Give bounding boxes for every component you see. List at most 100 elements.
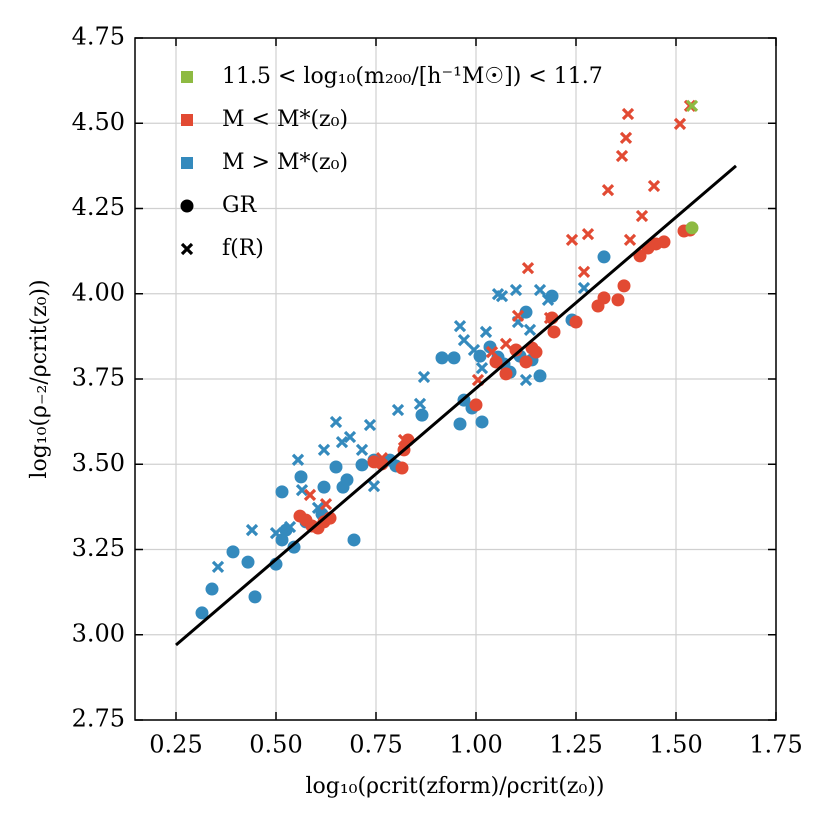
legend: 11.5 < log₁₀(m₂₀₀/[h⁻¹M☉]) < 11.7 M < M*(… [180,64,603,261]
point [523,323,537,337]
point [295,484,309,497]
legend-marker [180,199,194,213]
point [619,131,633,145]
x-tick-label: 1.25 [549,731,602,759]
legend-marker [180,242,194,256]
point [617,279,631,293]
point [275,485,289,499]
point [245,523,259,537]
point [489,355,503,369]
point [509,283,523,297]
point [329,460,343,474]
point [269,527,283,540]
point [615,149,629,163]
point [363,418,377,432]
legend-label: M < M*(z₀) [222,107,348,132]
y-tick-label: 3.50 [72,449,125,477]
point [226,545,240,559]
point [485,345,499,359]
point [519,305,533,319]
point [547,325,561,339]
fit-line [175,164,737,647]
point [635,209,649,223]
point [453,320,467,333]
point [329,415,343,429]
point [533,283,547,297]
point [211,560,225,574]
point [499,367,513,381]
point [391,403,405,417]
point [317,480,331,494]
point [623,233,637,247]
point [519,373,533,387]
point [311,501,325,515]
point [287,540,301,554]
point [415,408,429,422]
point [511,309,525,323]
point [205,582,219,596]
point [417,370,431,384]
point [291,453,305,466]
point [597,291,611,305]
x-tick-label: 1.75 [749,731,802,759]
point [319,498,333,511]
point [475,415,489,429]
point [355,458,369,472]
point [565,233,579,247]
point [303,488,317,502]
point [519,355,533,369]
x-tick-label: 0.25 [149,731,202,759]
point [248,590,262,604]
y-tick-label: 4.50 [72,108,125,136]
point [397,433,411,447]
point [621,107,635,121]
point [685,221,699,235]
legend-label: M > M*(z₀) [222,150,348,175]
point [195,606,209,620]
x-tick-label: 1.50 [649,731,702,759]
y-tick-label: 4.25 [72,193,125,221]
x-tick-label: 1.00 [449,731,502,759]
point [467,343,481,357]
point [581,227,595,241]
y-axis-label: log₁₀(ρ₋₂/ρcrit(z₀)) [27,279,52,478]
x-axis-label: log₁₀(ρcrit(zform)/ρcrit(z₀)) [306,774,605,799]
point [479,325,493,339]
y-tick-label: 2.75 [72,705,125,733]
x-tick-label: 0.50 [249,731,302,759]
legend-marker [181,71,193,83]
point [343,430,357,444]
y-tick-label: 4.75 [72,23,125,51]
point [347,533,361,547]
y-tick-label: 3.00 [72,619,125,647]
point [413,397,427,411]
point [375,451,389,465]
point [457,333,471,347]
point [241,555,255,569]
point [597,250,611,264]
point [294,470,308,484]
point [529,345,543,359]
legend-label: GR [222,193,258,218]
legend-label: 11.5 < log₁₀(m₂₀₀/[h⁻¹M☉]) < 11.7 [222,64,603,89]
point [355,443,369,457]
point [521,262,535,275]
point [569,315,583,329]
point [283,520,297,534]
y-tick-label: 3.75 [72,364,125,392]
point [475,361,489,375]
point [541,293,555,307]
y-tick-label: 4.00 [72,278,125,306]
y-tick-label: 3.25 [72,534,125,562]
point [577,265,591,279]
point [495,290,509,303]
point [657,235,671,249]
legend-marker [181,114,193,126]
point [447,351,461,365]
legend-label: f(R) [222,236,264,261]
point [395,461,409,475]
point [647,179,661,193]
point [453,417,467,431]
point [317,443,331,457]
